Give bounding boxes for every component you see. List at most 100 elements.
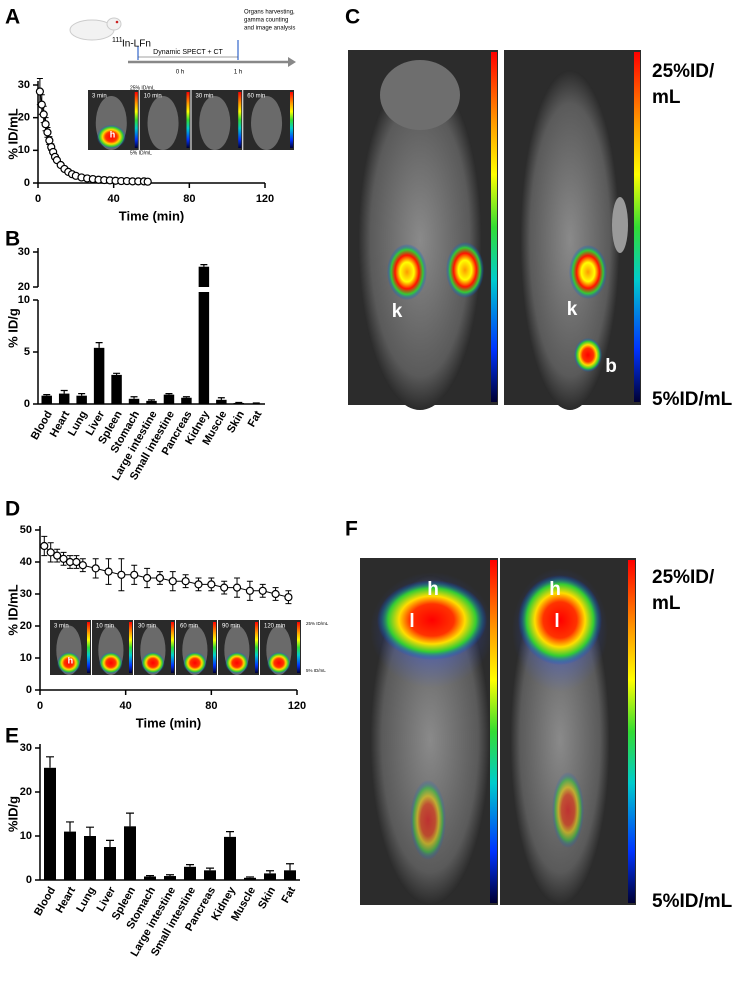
x-tick-label: Skin xyxy=(225,409,247,435)
x-tick-label: 0 xyxy=(37,700,43,712)
x-tick-label: 80 xyxy=(205,700,217,712)
bar xyxy=(233,402,245,404)
bar xyxy=(111,374,122,404)
x-tick-label: 40 xyxy=(120,700,132,712)
inset-scale-min: 5% ID/mL xyxy=(130,150,152,156)
error-bar xyxy=(226,831,234,837)
error-bar xyxy=(96,336,103,338)
error-bar xyxy=(113,372,121,375)
x-tick-label: 80 xyxy=(183,193,195,205)
y-tick-label: 20 xyxy=(18,112,30,124)
y-tick-label: 10 xyxy=(20,830,32,842)
x-tick-label: Blood xyxy=(32,885,58,918)
data-point xyxy=(59,554,68,563)
organ-marker: h xyxy=(549,579,561,600)
x-axis-label: Time (min) xyxy=(119,208,185,223)
bar xyxy=(198,292,210,404)
bar-segment xyxy=(44,756,296,880)
inset-signal xyxy=(99,651,123,674)
bar xyxy=(224,836,236,880)
x-axis-label: Time (min) xyxy=(136,715,202,730)
data-point xyxy=(78,561,87,570)
bar xyxy=(124,826,136,880)
data-point xyxy=(104,567,113,576)
inset-frame-label: 30 min xyxy=(196,94,214,100)
y-tick-label: 50 xyxy=(20,524,32,536)
inset-body xyxy=(147,96,179,150)
error-bar xyxy=(166,874,174,877)
panel-c: C k k b 25%ID/ mL 5%ID/mL xyxy=(345,6,733,410)
y-tick-label: 30 xyxy=(20,588,32,600)
x-tick-label: Blood xyxy=(29,409,55,442)
inset-scale-max: 25% ID/mL xyxy=(130,85,155,91)
endpoint: Organs harvesting, xyxy=(244,10,295,16)
error-bar xyxy=(113,347,120,348)
inset-frame-label: 30 min xyxy=(138,624,156,630)
y-tick-label: 40 xyxy=(20,556,32,568)
error-bar xyxy=(217,397,225,400)
inset-colorbar xyxy=(290,92,293,148)
inset-colorbar xyxy=(134,92,138,148)
error-bar xyxy=(130,396,138,399)
inset-frame-label: 120 min xyxy=(264,624,285,630)
bar xyxy=(128,398,140,404)
inset-colorbar xyxy=(255,622,258,673)
scale-max: mL xyxy=(652,593,681,614)
blood-pool xyxy=(552,772,584,848)
inset-signal xyxy=(141,651,165,674)
kidney-signal xyxy=(446,242,484,298)
x-tick-label: 40 xyxy=(108,193,120,205)
data-point xyxy=(91,564,100,573)
bar xyxy=(64,831,76,880)
y-tick-label: 0 xyxy=(26,684,32,696)
mouse-icon xyxy=(115,20,119,24)
panel-f: F h l h l 25%ID/ mL 5%ID/mL xyxy=(345,518,733,912)
scale-min: 5%ID/mL xyxy=(652,389,733,410)
y-axis-label: % ID/mL xyxy=(5,108,20,159)
scale-max: 25%ID/ xyxy=(652,61,715,82)
scale-max: mL xyxy=(652,87,681,108)
data-point xyxy=(39,110,48,119)
kidney-signal xyxy=(569,245,607,299)
y-axis-label: % ID/mL xyxy=(5,584,20,635)
error-bar xyxy=(43,394,51,396)
error-bar xyxy=(95,342,103,348)
bar xyxy=(58,393,70,404)
x-tick-label: Lung xyxy=(74,885,98,914)
colorbar xyxy=(491,52,497,402)
y-tick-label: 10 xyxy=(18,144,30,156)
y-axis-label: %ID/g xyxy=(5,796,20,832)
x-tick-label: 0 xyxy=(35,193,41,205)
colorbar xyxy=(628,560,635,903)
inset-body xyxy=(251,96,283,150)
bar xyxy=(198,266,210,287)
error-bar xyxy=(235,401,243,404)
error-bar xyxy=(78,393,86,396)
data-point xyxy=(35,87,44,96)
bar xyxy=(144,876,156,880)
organ-marker: l xyxy=(409,611,414,632)
error-bar xyxy=(218,355,225,356)
bar xyxy=(164,876,176,880)
inset-signal xyxy=(96,124,126,149)
bar xyxy=(181,397,192,404)
tracer: In-LFn xyxy=(122,39,151,50)
y-tick-label: 20 xyxy=(20,786,32,798)
kidney-signal xyxy=(387,244,427,300)
error-bar xyxy=(246,876,254,878)
data-point xyxy=(258,586,267,595)
data-point xyxy=(117,570,126,579)
error-bar xyxy=(148,399,155,401)
data-point xyxy=(271,589,280,599)
timepoint: 1 h xyxy=(234,70,242,76)
inset-signal xyxy=(267,651,291,674)
timepoint: 0 h xyxy=(176,70,184,76)
error-bar xyxy=(186,864,194,867)
y-tick-label: 5 xyxy=(24,346,30,358)
panel-label: F xyxy=(345,518,358,541)
panel-label: B xyxy=(5,228,20,251)
inset-frame-label: 60 min xyxy=(180,624,198,630)
data-point xyxy=(46,548,55,557)
inset-colorbar xyxy=(87,622,90,673)
